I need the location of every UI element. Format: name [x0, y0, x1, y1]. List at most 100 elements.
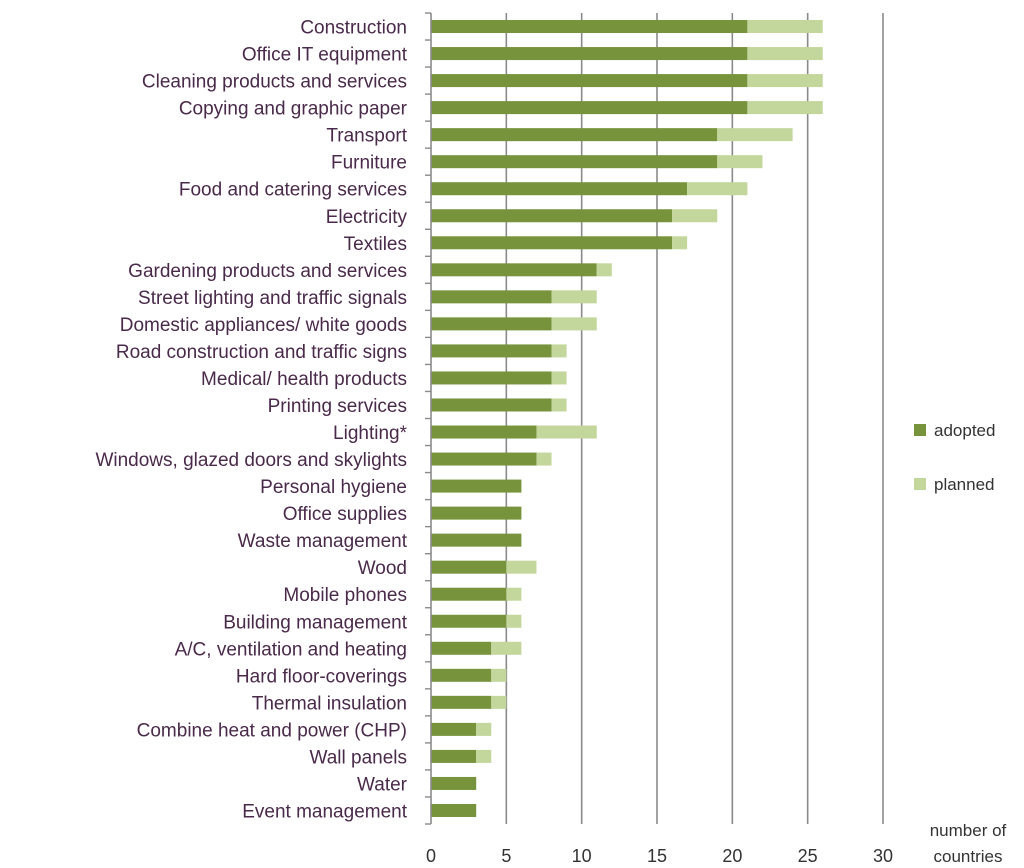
category-label: Textiles: [344, 234, 407, 255]
bar-adopted: [431, 398, 552, 412]
bar-planned: [551, 371, 567, 385]
category-label: Printing services: [268, 396, 407, 417]
category-label: Lighting*: [333, 423, 408, 444]
bar-adopted: [431, 182, 688, 196]
x-tick-label: 5: [501, 846, 511, 866]
category-axis: [425, 12, 432, 825]
x-tick-label: 30: [873, 846, 893, 866]
category-label: Food and catering services: [179, 180, 407, 201]
gridlines: [505, 13, 884, 824]
bar-planned: [491, 641, 522, 655]
bar-planned: [672, 236, 688, 250]
bar-adopted: [431, 317, 552, 331]
category-label: Domestic appliances/ white goods: [120, 315, 407, 336]
category-label: Event management: [242, 801, 407, 822]
bar-adopted: [431, 236, 673, 250]
x-tick-label: 15: [647, 846, 667, 866]
bar-planned: [551, 398, 567, 412]
category-label: Hard floor-coverings: [236, 666, 407, 687]
bar-planned: [491, 668, 507, 682]
bar-planned: [747, 74, 823, 88]
x-axis-title-line: countries: [934, 847, 1003, 866]
bar-planned: [476, 722, 492, 736]
category-label: Wall panels: [309, 747, 407, 768]
bar-adopted: [431, 209, 673, 223]
category-label: Construction: [300, 18, 407, 39]
legend-swatch-adopted: [914, 424, 926, 436]
bar-planned: [506, 614, 522, 628]
category-label: A/C, ventilation and heating: [175, 639, 407, 660]
bar-adopted: [431, 533, 522, 547]
x-tick-labels: 0 5 10 15 20 25 30: [426, 846, 893, 866]
bar-adopted: [431, 776, 477, 790]
category-label: Wood: [358, 558, 407, 579]
legend-label: planned: [934, 475, 995, 494]
bar-planned: [672, 209, 718, 223]
bar-planned: [551, 290, 597, 304]
bar-planned: [506, 560, 537, 574]
bar-planned: [717, 128, 793, 142]
category-label: Copying and graphic paper: [179, 99, 408, 120]
category-label: Road construction and traffic signs: [116, 342, 407, 363]
bar-adopted: [431, 20, 748, 34]
bar-adopted: [431, 155, 718, 169]
bar-adopted: [431, 452, 537, 466]
x-tick-label: 0: [426, 846, 436, 866]
category-label: Combine heat and power (CHP): [137, 720, 407, 741]
category-label: Office supplies: [283, 504, 407, 525]
category-label: Thermal insulation: [252, 693, 407, 714]
bar-adopted: [431, 128, 718, 142]
category-label: Furniture: [331, 153, 407, 174]
bar-adopted: [431, 344, 552, 358]
bar-adopted: [431, 695, 492, 709]
bar-planned: [596, 263, 612, 277]
bar-adopted: [431, 749, 477, 763]
category-label: Office IT equipment: [242, 45, 408, 66]
bar-adopted: [431, 47, 748, 61]
legend-swatch-planned: [914, 478, 926, 490]
category-label: Gardening products and services: [128, 261, 407, 282]
bar-planned: [506, 587, 522, 601]
category-labels: Construction Office IT equipment Cleaning …: [95, 18, 407, 823]
category-label: Mobile phones: [283, 585, 407, 606]
category-label: Personal hygiene: [260, 477, 407, 498]
bar-adopted: [431, 101, 748, 115]
category-label: Medical/ health products: [201, 369, 407, 390]
bar-adopted: [431, 614, 507, 628]
x-axis-title-line: number of: [930, 821, 1007, 840]
bar-adopted: [431, 263, 597, 277]
bar-planned: [717, 155, 763, 169]
x-tick-label: 20: [722, 846, 742, 866]
bar-planned: [747, 101, 823, 115]
bar-adopted: [431, 371, 552, 385]
bar-adopted: [431, 668, 492, 682]
category-label: Water: [357, 774, 408, 795]
category-label: Street lighting and traffic signals: [138, 288, 407, 309]
bar-planned: [747, 20, 823, 34]
bar-adopted: [431, 290, 552, 304]
bar-adopted: [431, 722, 477, 736]
bar-planned: [687, 182, 748, 196]
legend: adopted planned: [914, 421, 995, 494]
bar-planned: [747, 47, 823, 61]
category-label: Electricity: [326, 207, 408, 228]
bar-adopted: [431, 587, 507, 601]
category-label: Windows, glazed doors and skylights: [95, 450, 407, 471]
category-label: Cleaning products and services: [142, 72, 407, 93]
bar-planned: [551, 344, 567, 358]
category-label: Waste management: [238, 531, 408, 552]
x-axis-title: number of countries: [930, 821, 1007, 866]
bar-planned: [551, 317, 597, 331]
category-label: Transport: [326, 126, 407, 147]
bar-adopted: [431, 74, 748, 88]
category-label: Building management: [223, 612, 408, 633]
bar-planned: [491, 695, 507, 709]
x-tick-label: 10: [572, 846, 592, 866]
bars: [431, 20, 823, 817]
bar-adopted: [431, 425, 537, 439]
bar-adopted: [431, 479, 522, 493]
bar-adopted: [431, 506, 522, 520]
x-tick-label: 25: [798, 846, 818, 866]
bar-adopted: [431, 803, 477, 817]
